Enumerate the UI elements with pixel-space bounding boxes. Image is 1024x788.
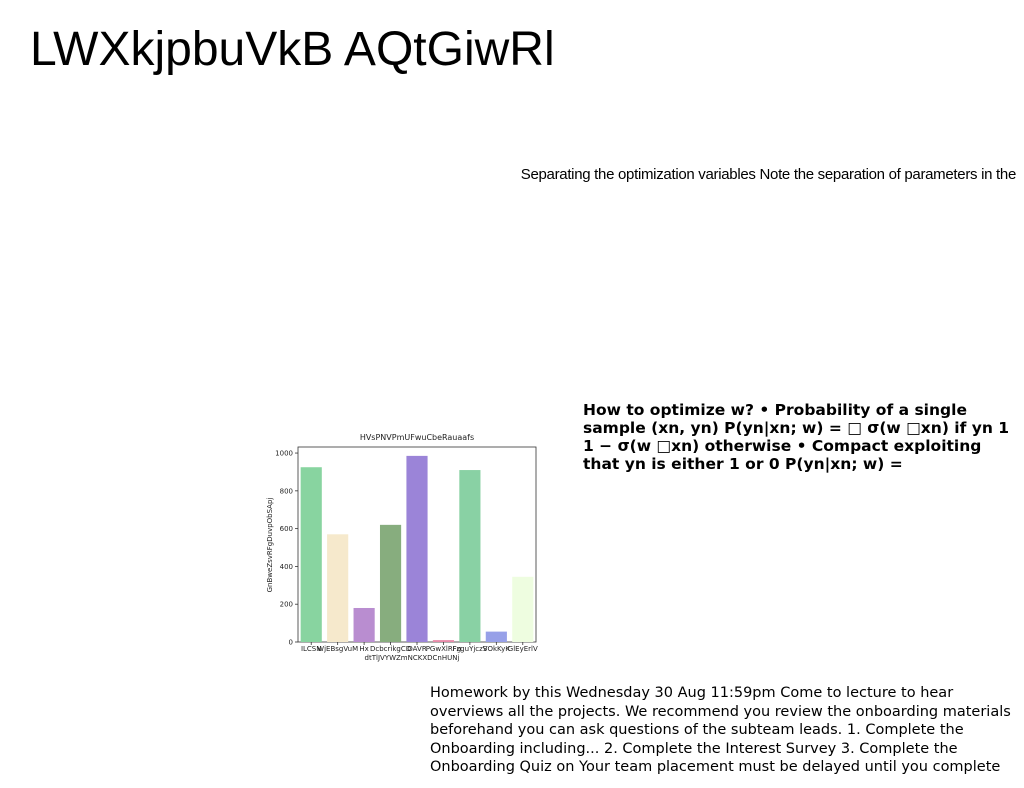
bar bbox=[406, 455, 428, 642]
x-tick-label: VOkKyK bbox=[482, 645, 510, 653]
x-tick-label: DcbcrikgCD dtTlJVYWZmNCKXDCnHUNj bbox=[364, 645, 460, 662]
x-tick-label: ILCSN bbox=[300, 645, 322, 653]
y-tick-label: 0 bbox=[289, 639, 293, 647]
text-line: Separating the optimization variables No… bbox=[520, 166, 1017, 183]
bar bbox=[327, 534, 349, 642]
x-tick-label: FzguYjczS bbox=[452, 645, 488, 653]
y-tick-label: 1000 bbox=[275, 450, 293, 458]
x-tick-label: Hx bbox=[359, 645, 369, 653]
y-tick-label: 400 bbox=[280, 563, 293, 571]
bar bbox=[459, 470, 481, 642]
x-tick-label: WjEBsgVuM bbox=[317, 645, 359, 653]
bold-paragraph: How to optimize w? • Probability of a si… bbox=[583, 401, 1010, 473]
x-tick-label: GlEyErlV bbox=[507, 645, 538, 653]
paragraph: Homework by this Wednesday 30 Aug 11:59p… bbox=[430, 685, 1011, 779]
y-tick-label: 600 bbox=[280, 525, 293, 533]
bar bbox=[512, 576, 534, 642]
x-tick-label: PGwXlRFg bbox=[425, 645, 462, 653]
bar bbox=[379, 524, 402, 642]
bar bbox=[353, 607, 375, 642]
bar bbox=[432, 640, 455, 642]
x-tick-label: OAVR bbox=[407, 645, 427, 653]
y-tick-label: 800 bbox=[280, 487, 293, 495]
bar bbox=[300, 467, 322, 642]
page-title: LWXkjpbuVkB AQtGiwRl bbox=[30, 23, 555, 76]
chart-title: HVsPNVPmUFwuCbeRauaafs bbox=[360, 433, 474, 442]
y-axis-label: GnBweZsvRFgDuvpObSApj bbox=[266, 498, 274, 593]
bar bbox=[485, 631, 507, 642]
y-tick-label: 200 bbox=[280, 601, 293, 609]
